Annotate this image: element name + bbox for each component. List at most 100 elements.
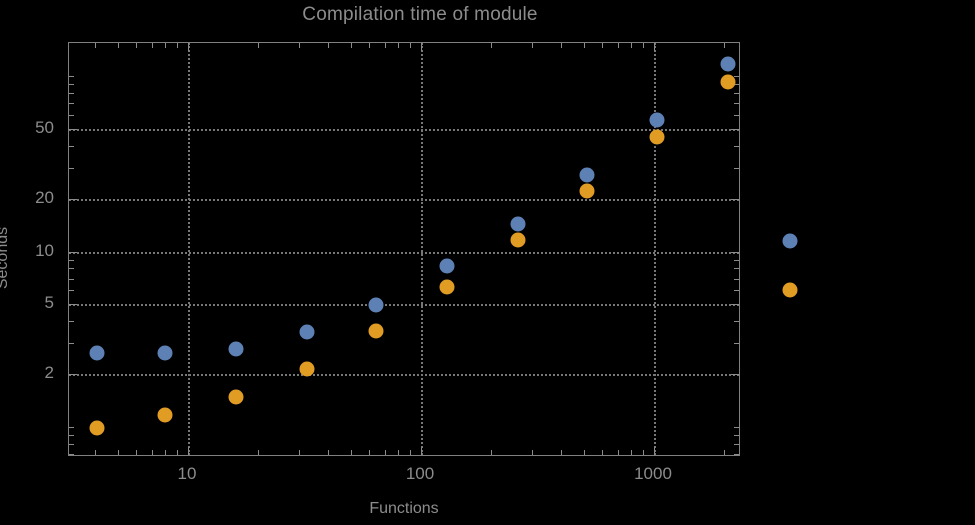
tick-y: [734, 321, 739, 323]
tick-x: [421, 447, 422, 455]
data-point-series-blue: [720, 56, 736, 72]
tick-y: [69, 278, 74, 280]
tick-x: [258, 43, 260, 48]
tick-x: [724, 43, 726, 48]
tick-y: [69, 453, 74, 455]
tick-x: [602, 450, 604, 455]
tick-y: [69, 84, 74, 86]
tick-y: [734, 434, 739, 436]
tick-y: [734, 145, 739, 147]
tick-x: [724, 450, 726, 455]
tick-y: [734, 343, 739, 345]
data-point-series-orange: [649, 129, 665, 145]
tick-x: [583, 43, 585, 48]
gridline-y-10: [69, 251, 739, 254]
tick-x: [177, 450, 179, 455]
tick-y: [731, 129, 739, 130]
gridline-x-10: [188, 43, 190, 455]
tick-x: [617, 43, 619, 48]
tick-x: [117, 450, 119, 455]
tick-x: [410, 450, 412, 455]
data-point-series-blue: [368, 297, 384, 313]
tick-y: [734, 103, 739, 105]
data-point-series-orange: [439, 279, 455, 295]
y-tick-label-10: 10: [35, 240, 54, 260]
y-axis-title: Seconds: [0, 226, 12, 290]
tick-x: [165, 43, 167, 48]
tick-y: [731, 304, 739, 306]
data-point-series-orange: [299, 361, 315, 377]
x-tick-label-100: 100: [405, 464, 435, 483]
tick-y: [69, 251, 77, 253]
tick-y: [734, 84, 739, 86]
y-axis-labels: 2 5 10 20 50: [0, 0, 68, 525]
tick-x: [188, 447, 189, 455]
tick-y: [69, 76, 74, 78]
gridline-x-100: [421, 43, 423, 455]
tick-y: [69, 259, 74, 261]
data-point-series-orange: [510, 232, 526, 248]
tick-x: [165, 450, 167, 455]
data-point-series-orange: [579, 183, 595, 199]
tick-x: [410, 43, 412, 48]
tick-x: [398, 43, 400, 48]
tick-y: [731, 374, 739, 375]
data-point-series-blue: [89, 345, 105, 361]
tick-y: [69, 374, 77, 375]
tick-x: [384, 450, 386, 455]
tick-y: [69, 103, 74, 105]
tick-y: [69, 167, 74, 169]
tick-x: [602, 43, 604, 48]
y-tick-label-50: 50: [35, 118, 54, 137]
tick-y: [731, 198, 739, 200]
gridline-y-5: [69, 304, 739, 307]
tick-x: [328, 450, 330, 455]
tick-y: [734, 268, 739, 270]
tick-y: [734, 115, 739, 117]
data-point-series-blue: [439, 258, 455, 274]
y-tick-label-2: 2: [44, 363, 54, 382]
x-tick-label-10: 10: [177, 464, 197, 483]
tick-x: [583, 450, 585, 455]
x-axis-title: Functions: [369, 500, 439, 517]
tick-x: [117, 43, 119, 48]
tick-y: [69, 145, 74, 147]
data-point-series-orange: [720, 74, 736, 90]
data-point-series-blue: [649, 112, 665, 128]
tick-x: [258, 450, 260, 455]
tick-y: [734, 426, 739, 428]
chart-title: Compilation time of module: [302, 4, 538, 25]
tick-y: [734, 93, 739, 95]
tick-x: [398, 450, 400, 455]
data-point-series-blue: [510, 216, 526, 232]
plot-area: [68, 42, 740, 456]
data-point-series-orange: [228, 389, 244, 405]
tick-x: [617, 450, 619, 455]
data-point-series-blue: [157, 345, 173, 361]
tick-x: [631, 450, 633, 455]
tick-x: [561, 43, 563, 48]
data-point-series-blue: [782, 233, 798, 249]
tick-x: [369, 43, 371, 48]
tick-x: [631, 43, 633, 48]
gridline-x-1000: [654, 43, 656, 455]
tick-y: [734, 443, 739, 445]
tick-y: [734, 167, 739, 169]
tick-y: [69, 129, 77, 130]
gridline-y-50: [69, 129, 739, 131]
tick-y: [734, 290, 739, 292]
data-point-series-blue: [299, 324, 315, 340]
y-tick-label-20: 20: [35, 187, 54, 207]
tick-y: [734, 278, 739, 280]
data-point-series-blue: [579, 167, 595, 183]
tick-y: [69, 321, 74, 323]
tick-y: [69, 115, 74, 117]
tick-y: [69, 426, 74, 428]
tick-x: [136, 43, 138, 48]
data-point-series-orange: [157, 407, 173, 423]
data-point-series-blue: [228, 341, 244, 357]
gridline-y-2: [69, 374, 739, 376]
tick-x: [151, 43, 153, 48]
tick-x: [654, 447, 655, 455]
